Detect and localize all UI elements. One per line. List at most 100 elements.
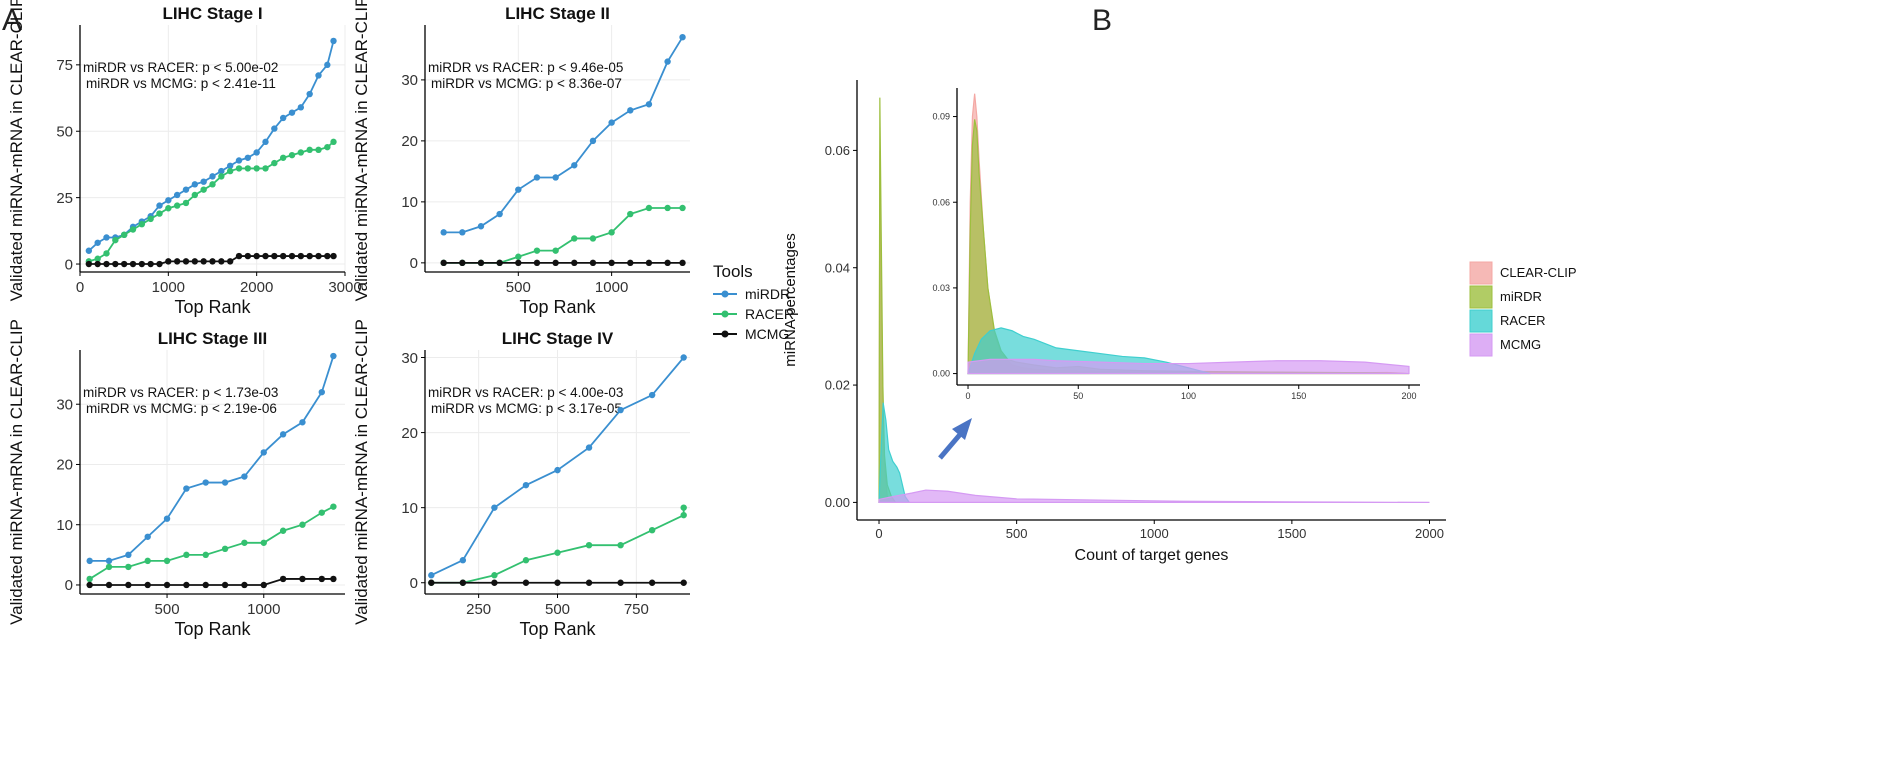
data-point bbox=[330, 252, 337, 260]
data-point bbox=[260, 449, 267, 456]
y-tick-label: 10 bbox=[56, 517, 73, 534]
data-point bbox=[589, 259, 597, 267]
chart-4: 250 500 750 0 10 20 30 LIHC Stage IV Top Rank Val… bbox=[352, 319, 690, 639]
series-racer bbox=[85, 138, 337, 265]
data-point bbox=[209, 173, 216, 180]
data-point bbox=[183, 551, 190, 559]
data-point bbox=[608, 119, 615, 126]
chart-title: LIHC Stage I bbox=[162, 4, 262, 23]
data-point bbox=[554, 579, 561, 586]
data-point bbox=[125, 581, 132, 589]
arrow-shaft bbox=[938, 429, 965, 460]
series-mirdr bbox=[428, 354, 687, 579]
data-point bbox=[318, 575, 325, 583]
series-line-mirdr bbox=[89, 355, 335, 562]
data-point bbox=[315, 72, 322, 79]
data-point bbox=[103, 260, 110, 268]
data-point bbox=[94, 239, 101, 246]
data-point bbox=[330, 37, 337, 45]
data-point bbox=[288, 109, 296, 116]
x-tick-label: 500 bbox=[155, 601, 180, 618]
arrow-head bbox=[952, 418, 972, 440]
data-point bbox=[491, 504, 498, 511]
x-tick-label: 0 bbox=[875, 526, 882, 541]
data-point bbox=[262, 252, 269, 260]
inset-background bbox=[957, 88, 1420, 385]
y-tick-label: 0.06 bbox=[932, 197, 950, 207]
x-tick-label: 1000 bbox=[247, 601, 280, 618]
data-point bbox=[182, 258, 190, 265]
y-tick-label: 50 bbox=[56, 123, 73, 140]
legend-tools: Tools miRDR RACER MCMG bbox=[713, 262, 794, 342]
data-point bbox=[235, 165, 243, 172]
data-point bbox=[522, 557, 530, 564]
data-point bbox=[129, 260, 137, 268]
y-axis-label: Validated miRNA-mRNA in CLEAR-CLIP bbox=[352, 0, 371, 301]
series-line-racer bbox=[443, 207, 683, 264]
x-tick-label: 0 bbox=[966, 391, 971, 401]
y-tick-label: 20 bbox=[56, 457, 73, 474]
data-point bbox=[103, 234, 110, 241]
p-value-annotation: miRDR vs RACER: p < 5.00e-02 bbox=[83, 60, 278, 75]
data-point bbox=[585, 579, 593, 586]
data-point bbox=[679, 259, 686, 267]
y-tick-label: 75 bbox=[56, 57, 73, 74]
p-value-annotation: miRDR vs MCMG: p < 2.19e-06 bbox=[86, 401, 277, 416]
data-point bbox=[191, 191, 199, 199]
legend-key-point bbox=[721, 330, 729, 338]
data-point bbox=[103, 250, 110, 257]
data-point bbox=[515, 253, 522, 260]
data-point bbox=[226, 167, 234, 175]
panel-label-b: B bbox=[1092, 4, 1112, 37]
series-mcmg bbox=[86, 575, 337, 589]
data-point bbox=[297, 104, 305, 111]
x-tick-label: 200 bbox=[1401, 391, 1416, 401]
data-point bbox=[244, 252, 252, 260]
data-point bbox=[554, 549, 561, 556]
data-point bbox=[156, 210, 163, 217]
data-point bbox=[182, 199, 190, 207]
x-tick-label: 1000 bbox=[152, 279, 185, 296]
x-tick-label: 250 bbox=[466, 601, 491, 618]
series-line-racer bbox=[88, 141, 335, 263]
series-line-racer bbox=[89, 505, 334, 580]
data-point bbox=[147, 215, 154, 223]
data-point bbox=[86, 575, 93, 583]
data-point bbox=[645, 101, 653, 108]
data-point bbox=[221, 479, 229, 486]
y-tick-label: 20 bbox=[401, 425, 418, 442]
data-point bbox=[156, 202, 163, 209]
series-racer bbox=[440, 204, 686, 267]
data-point bbox=[279, 154, 287, 161]
legend-swatch bbox=[1469, 333, 1493, 357]
y-tick-label: 0 bbox=[65, 256, 73, 273]
x-tick-label: 500 bbox=[1006, 526, 1028, 541]
data-point bbox=[120, 231, 128, 239]
data-point bbox=[324, 61, 331, 69]
data-point bbox=[173, 191, 181, 199]
data-point bbox=[306, 252, 313, 260]
y-tick-label: 0.03 bbox=[932, 283, 950, 293]
data-point bbox=[105, 581, 113, 589]
data-point bbox=[428, 579, 435, 586]
data-point bbox=[627, 107, 634, 114]
data-point bbox=[627, 210, 634, 218]
data-point bbox=[680, 579, 687, 586]
series-mcmg bbox=[428, 579, 687, 586]
legend-label: MCMG bbox=[745, 326, 789, 342]
data-point bbox=[477, 223, 485, 230]
chart-title: LIHC Stage II bbox=[505, 4, 610, 23]
density-mcmg bbox=[967, 358, 1410, 375]
data-point bbox=[680, 354, 687, 361]
series-racer bbox=[86, 503, 337, 583]
data-point bbox=[235, 157, 243, 164]
data-point bbox=[491, 572, 498, 579]
data-point bbox=[94, 255, 101, 262]
y-axis-label: Validated miRNA-mRNA in CLEAR-CLIP bbox=[352, 319, 371, 625]
data-point bbox=[496, 259, 503, 267]
data-point bbox=[173, 258, 181, 265]
data-point bbox=[85, 247, 93, 254]
data-point bbox=[533, 174, 541, 181]
series-mirdr bbox=[440, 33, 686, 236]
